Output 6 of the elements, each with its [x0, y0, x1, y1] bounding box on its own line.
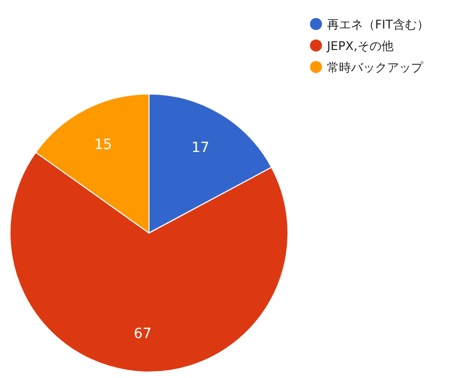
legend-label: 再エネ（FIT含む） — [327, 18, 429, 32]
data-label: 15 — [94, 137, 112, 154]
data-label: 67 — [134, 326, 152, 342]
legend-label: 常時バックアップ — [327, 60, 424, 74]
legend-label: JEPX,その他 — [326, 39, 394, 53]
data-label: 17 — [191, 140, 210, 156]
